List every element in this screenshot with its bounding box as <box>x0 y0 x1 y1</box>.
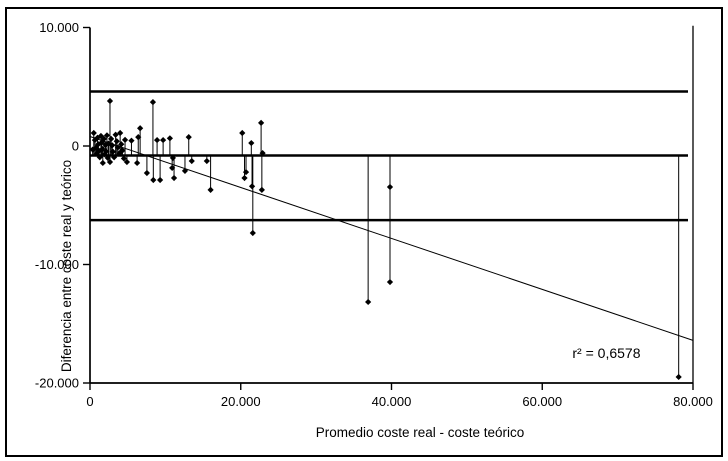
data-point <box>114 144 121 151</box>
data-point <box>121 136 129 143</box>
r-squared-annotation: r² = 0,6578 <box>572 345 640 361</box>
data-point <box>117 129 124 137</box>
data-point <box>386 183 394 191</box>
y-axis-title: Diferencia entre coste real y teórico <box>59 160 74 372</box>
data-point <box>169 154 177 161</box>
data-point <box>128 137 135 144</box>
x-tick-label: 40.000 <box>372 394 412 409</box>
data-point <box>675 373 682 381</box>
x-axis-title: Promedio coste real - coste teórico <box>316 425 525 440</box>
x-tick-label: 80.000 <box>673 394 713 409</box>
data-point <box>258 119 265 126</box>
data-point <box>103 148 110 155</box>
data-point <box>170 174 178 182</box>
data-point <box>241 174 248 182</box>
data-point <box>103 132 111 139</box>
data-point <box>258 186 265 193</box>
data-point <box>119 147 126 154</box>
data-point <box>169 164 176 172</box>
y-tick-label: -20.000 <box>35 376 79 391</box>
data-point <box>239 129 246 137</box>
y-tick-label: -10.000 <box>35 257 79 272</box>
data-point <box>188 157 195 165</box>
data-point <box>207 186 214 193</box>
data-point <box>106 97 114 105</box>
data-point <box>112 131 119 138</box>
data-point <box>99 145 106 153</box>
data-point <box>120 155 128 162</box>
data-point <box>123 158 131 166</box>
data-point <box>143 169 151 177</box>
x-tick-label: 20.000 <box>221 394 261 409</box>
data-point <box>150 176 157 184</box>
data-point <box>109 148 117 155</box>
data-point <box>185 134 192 141</box>
data-point <box>118 141 125 148</box>
data-point <box>90 129 97 137</box>
data-point <box>111 154 118 161</box>
data-point <box>99 159 106 167</box>
data-point <box>248 183 256 190</box>
data-point <box>135 134 142 141</box>
data-point <box>113 138 120 145</box>
data-point <box>137 125 144 132</box>
x-tick-label: 0 <box>86 394 93 409</box>
data-point <box>96 154 103 161</box>
x-tick-label: 60.000 <box>522 394 562 409</box>
y-tick-label: 0 <box>72 139 79 154</box>
data-point <box>386 278 394 286</box>
data-point <box>149 99 157 106</box>
data-point <box>106 158 114 166</box>
data-point <box>134 159 141 167</box>
data-point <box>102 141 109 148</box>
data-point <box>259 150 266 157</box>
data-point <box>100 135 108 142</box>
data-point <box>108 135 115 142</box>
y-tick-label: 10.000 <box>39 20 79 35</box>
data-point <box>249 229 256 237</box>
data-point <box>109 142 116 149</box>
trend-line <box>89 136 694 341</box>
data-point <box>248 139 255 147</box>
data-point <box>95 147 103 154</box>
data-point <box>104 154 111 161</box>
plot-area: 10.000 0 -10.000 -20.000 0 20.000 40.000 60.000… <box>35 20 713 409</box>
chart-frame <box>5 7 723 457</box>
data-point <box>166 135 173 142</box>
data-point <box>181 167 189 174</box>
data-point <box>156 176 164 184</box>
data-point <box>365 298 372 306</box>
data-point <box>203 157 210 165</box>
data-point <box>160 136 167 144</box>
data-point <box>153 136 161 144</box>
data-point <box>242 168 250 176</box>
